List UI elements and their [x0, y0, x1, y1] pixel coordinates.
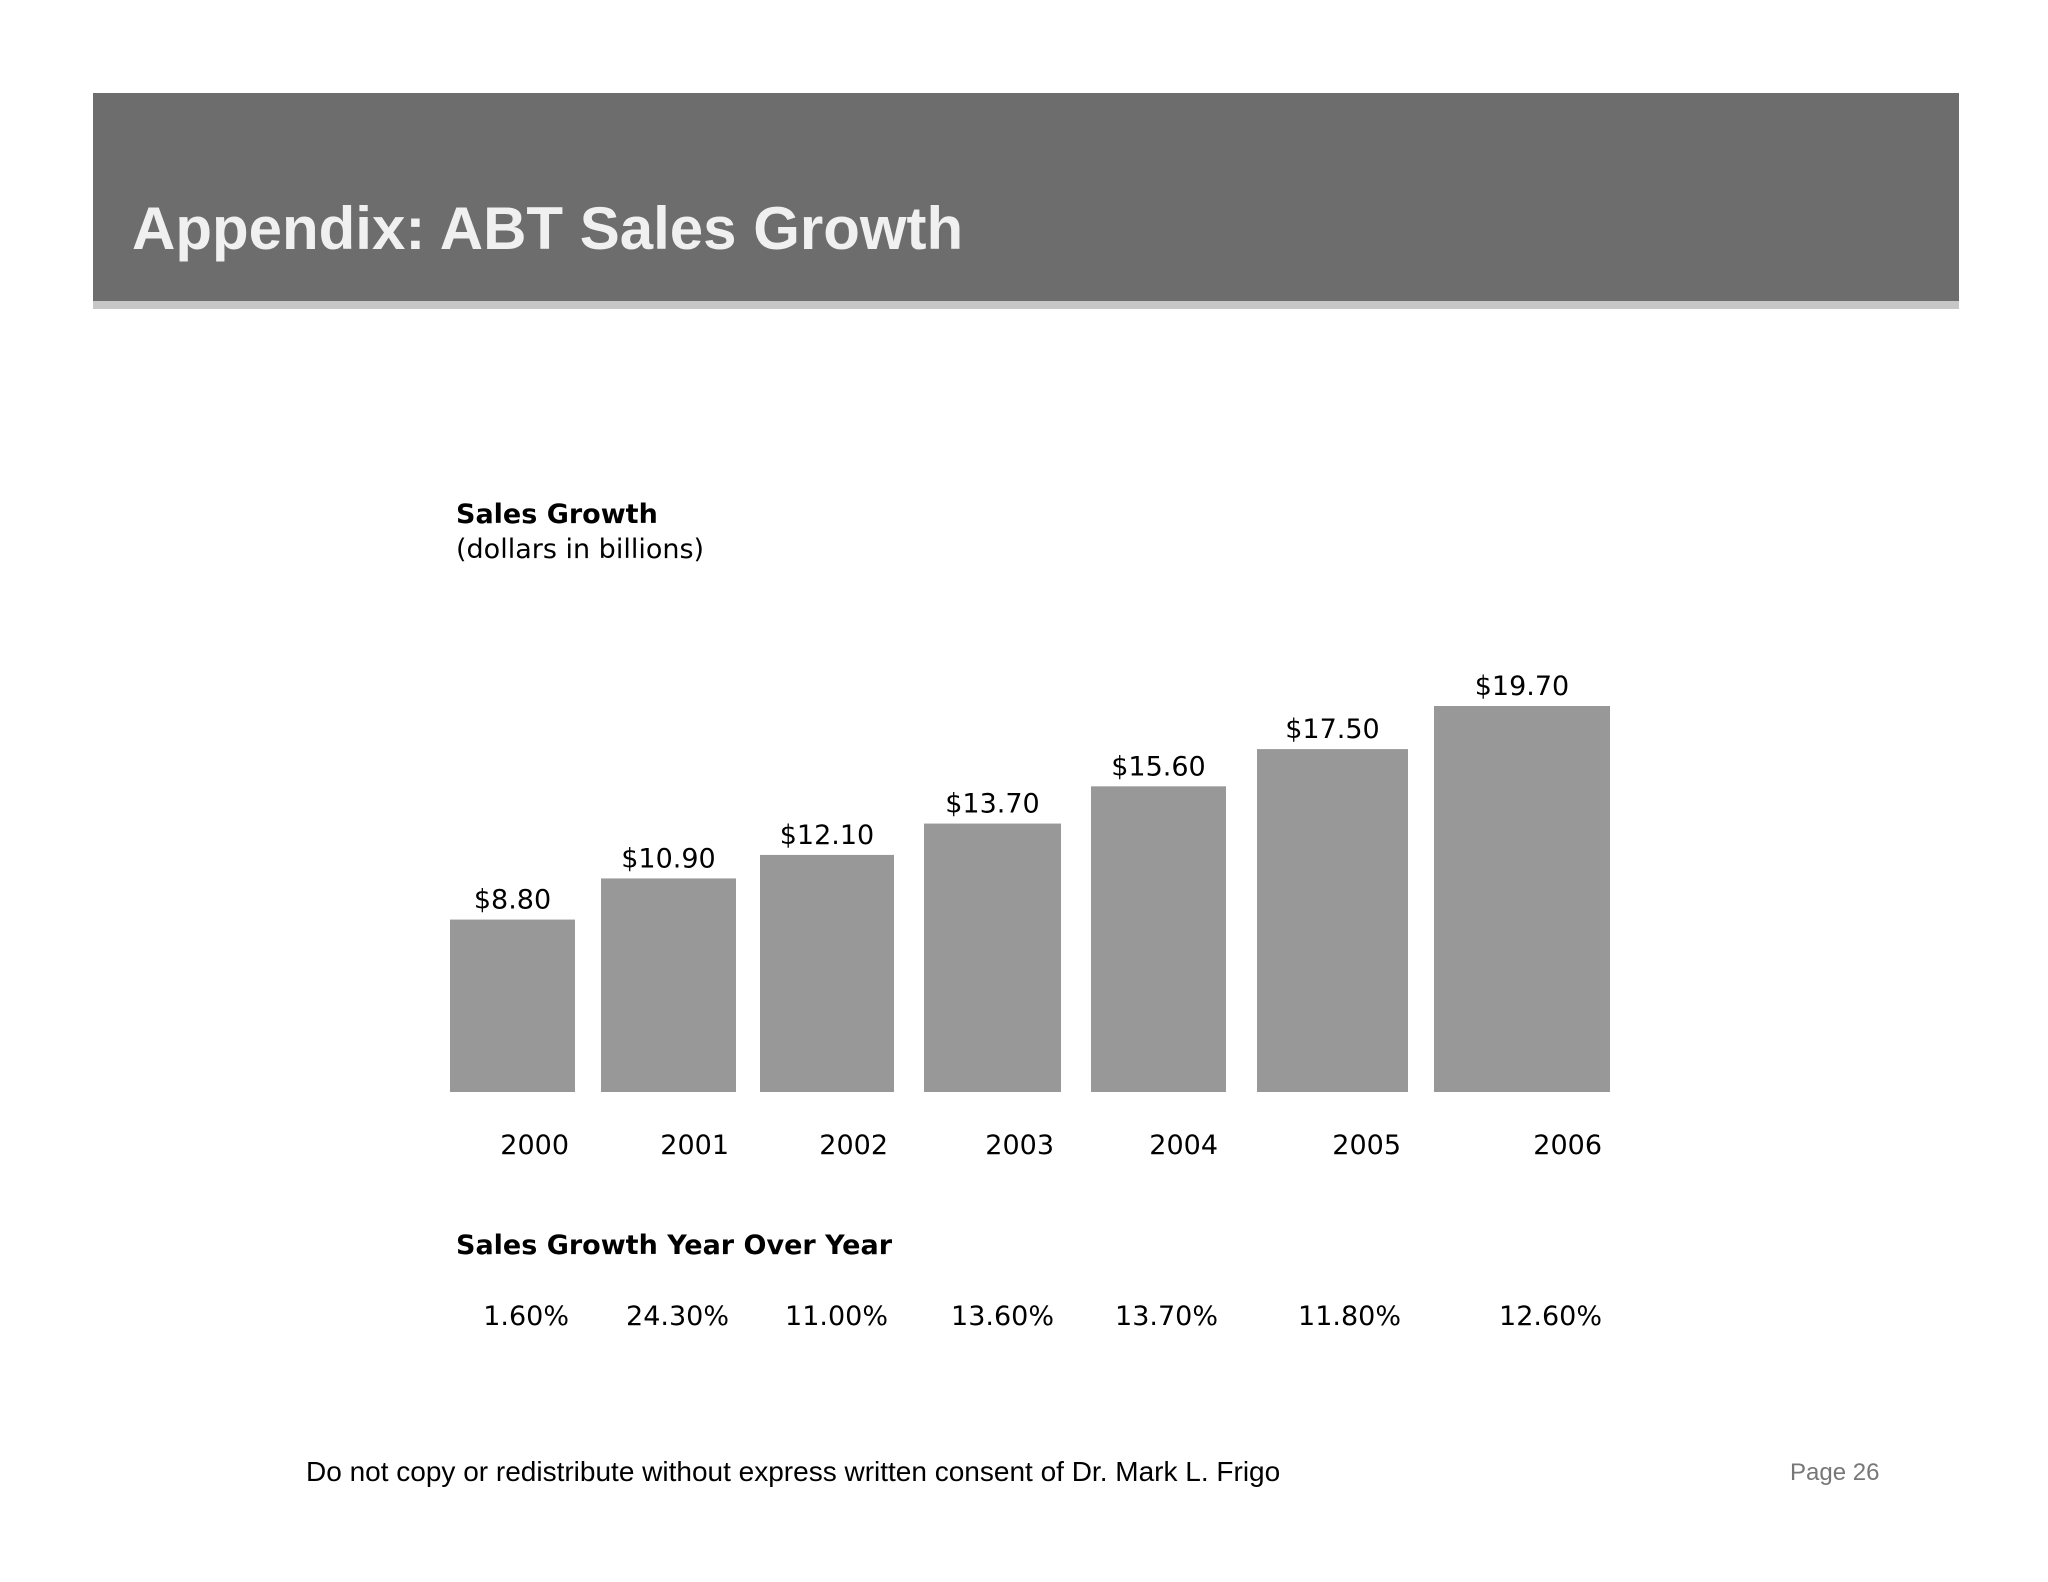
data-label-2003: $13.70: [945, 789, 1039, 820]
x-tick-label-2003: 2003: [985, 1130, 1054, 1161]
page-number: Page 26: [1790, 1459, 1880, 1486]
bar-2004: [1091, 786, 1226, 1092]
chart-title: Sales Growth: [456, 499, 658, 530]
yoy-value-2005: 11.80%: [1298, 1301, 1401, 1332]
bar-2002: [760, 854, 894, 1092]
header-band: [93, 93, 1959, 301]
chart-subtitle: (dollars in billions): [456, 534, 705, 565]
x-tick-label-2004: 2004: [1149, 1130, 1218, 1161]
slide-title: Appendix: ABT Sales Growth: [132, 195, 964, 262]
bar-2000: [450, 919, 575, 1092]
data-label-2005: $17.50: [1285, 714, 1379, 745]
yoy-title: Sales Growth Year Over Year: [456, 1230, 893, 1261]
data-label-2002: $12.10: [780, 820, 874, 851]
x-tick-label-2006: 2006: [1533, 1130, 1602, 1161]
x-tick-label-2001: 2001: [660, 1130, 729, 1161]
bar-2005: [1257, 749, 1408, 1092]
data-label-2001: $10.90: [621, 843, 715, 874]
bar-2006: [1434, 706, 1610, 1092]
yoy-value-2006: 12.60%: [1499, 1301, 1602, 1332]
yoy-value-2001: 24.30%: [626, 1301, 729, 1332]
x-tick-label-2002: 2002: [819, 1130, 888, 1161]
bar-2003: [924, 823, 1061, 1092]
yoy-value-2004: 13.70%: [1115, 1301, 1218, 1332]
header-rule: [93, 301, 1959, 309]
data-label-2006: $19.70: [1475, 671, 1569, 702]
x-tick-label-2000: 2000: [500, 1130, 569, 1161]
copyright-notice: Do not copy or redistribute without expr…: [306, 1456, 1281, 1487]
data-label-2004: $15.60: [1111, 751, 1205, 782]
x-tick-label-2005: 2005: [1332, 1130, 1401, 1161]
yoy-value-2000: 1.60%: [483, 1301, 569, 1332]
data-label-2000: $8.80: [474, 885, 551, 916]
yoy-value-2002: 11.00%: [785, 1301, 888, 1332]
bar-2001: [601, 878, 736, 1092]
yoy-value-2003: 13.60%: [951, 1301, 1054, 1332]
